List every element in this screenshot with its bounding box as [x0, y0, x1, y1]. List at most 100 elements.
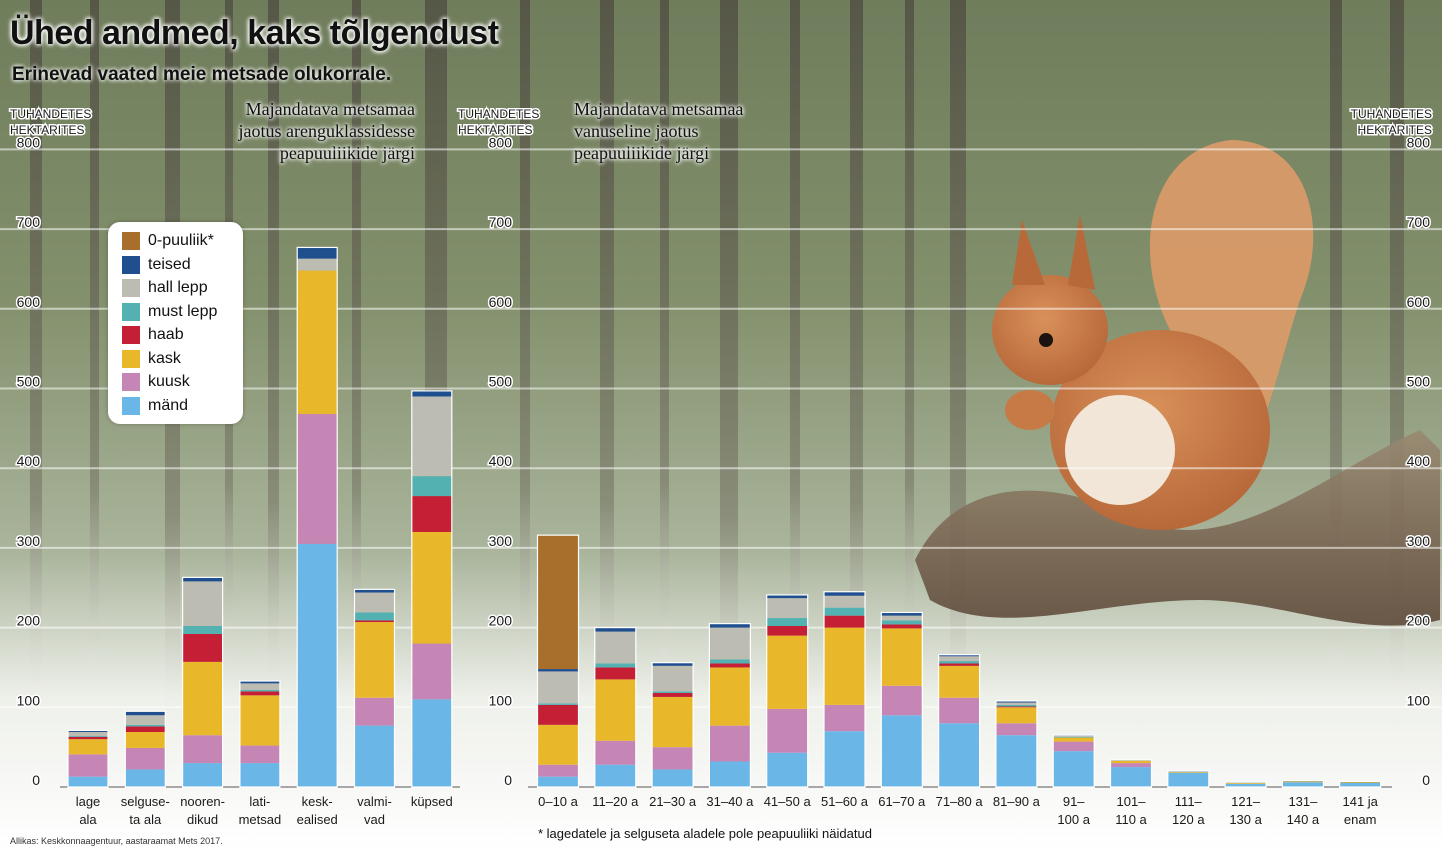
y-tick-label: 700	[1407, 214, 1431, 230]
bar-segment-mänd	[297, 543, 338, 787]
bar-segment-halllepp	[239, 683, 280, 690]
bar-segment-kask	[537, 724, 579, 765]
x-tick-label: enam	[1344, 812, 1377, 827]
bar-segment-mustlepp	[652, 691, 694, 693]
y-tick-label: 500	[17, 374, 41, 390]
bar-segment-kuusk	[411, 643, 452, 700]
bar-segment-kask	[1282, 781, 1324, 783]
y-tick-label: 0	[504, 772, 512, 788]
bar-outline	[708, 623, 752, 788]
bar-segment-kuusk	[125, 747, 166, 770]
bar-segment-mustlepp	[938, 661, 980, 664]
x-tick-label: dikud	[187, 812, 218, 827]
bar-segment-kask	[1225, 783, 1267, 784]
legend-item: kask	[122, 349, 181, 369]
x-tick-label: 51–60 a	[821, 794, 869, 809]
bar-segment-halllepp	[537, 671, 579, 704]
legend-swatch	[122, 302, 140, 321]
bar-segment-teised	[68, 730, 108, 733]
legend-label: mänd	[148, 396, 189, 414]
bar-segment-teised	[182, 577, 223, 582]
x-tick-label: 31–40 a	[706, 794, 754, 809]
y-tick-label: 0	[1422, 772, 1430, 788]
bar-segment-mustlepp	[881, 620, 923, 625]
bar-outline	[411, 390, 453, 788]
x-tick-label: 101–	[1117, 794, 1147, 809]
y-tick-label: 100	[489, 692, 513, 708]
x-tick-label: 61–70 a	[878, 794, 926, 809]
bar-segment-haab	[182, 633, 223, 662]
x-tick-label: metsad	[239, 812, 282, 827]
bar-segment-kask	[68, 739, 108, 755]
legend-swatch	[122, 396, 140, 415]
bar-segment-mänd	[354, 725, 395, 787]
page-subtitle: Erinevad vaated meie metsade olukorrale.	[12, 64, 392, 85]
bar-segment-halllepp	[995, 702, 1037, 705]
x-tick-label: 140 a	[1287, 812, 1320, 827]
x-tick-label: 11–20 a	[592, 794, 639, 809]
legend-item: hall lepp	[122, 278, 208, 298]
bar-segment-0puuliik	[537, 535, 579, 670]
y-tick-label: 300	[489, 533, 513, 549]
bar-segment-kuusk	[709, 725, 751, 762]
x-tick-label: 131–	[1288, 794, 1318, 809]
bar-segment-mustlepp	[766, 618, 808, 627]
x-tick-label: 91–	[1063, 794, 1085, 809]
bar-segment-mänd	[182, 763, 223, 787]
bar-outline	[1339, 780, 1382, 788]
source-credit: Allikas: Keskkonnaagentuur, aastaraamat …	[10, 836, 223, 846]
bar-segment-mänd	[1053, 751, 1095, 787]
legend-item: kuusk	[122, 372, 190, 392]
bar-segment-mänd	[1339, 783, 1381, 787]
y-tick-label: 100	[1407, 692, 1431, 708]
x-tick-label: vad	[364, 812, 385, 827]
x-tick-label: 110 a	[1115, 812, 1147, 827]
bar-segment-mustlepp	[1053, 736, 1095, 738]
bar-outline	[124, 710, 166, 788]
x-tick-label: ealised	[297, 812, 338, 827]
bar-segment-kask	[1110, 760, 1152, 764]
bar-segment-mustlepp	[537, 703, 579, 705]
bar-segment-halllepp	[824, 595, 865, 608]
bar-segment-halllepp	[766, 598, 808, 619]
x-tick-label: ta ala	[129, 812, 162, 827]
x-tick-label: ala	[79, 812, 97, 827]
bar-segment-haab	[652, 692, 694, 697]
bar-outline	[995, 700, 1038, 788]
x-tick-label: 100 a	[1057, 812, 1090, 827]
bar-outline	[1109, 759, 1153, 788]
bar-segment-mänd	[709, 761, 751, 787]
bar-segment-mustlepp	[125, 724, 166, 727]
x-tick-label: kesk-	[302, 794, 333, 809]
y-tick-label: 600	[17, 294, 41, 310]
bar-segment-kask	[1053, 737, 1095, 742]
bar-segment-haab	[824, 615, 865, 628]
bar-segment-halllepp	[297, 258, 338, 271]
legend-item: mänd	[122, 396, 188, 416]
bar-segment-mänd	[411, 699, 452, 787]
x-tick-label: 0–10 a	[538, 794, 579, 809]
bar-outline	[67, 729, 109, 788]
bar-segment-kuusk	[995, 723, 1037, 736]
bar-segment-mänd	[881, 715, 923, 787]
bar-segment-mänd	[239, 763, 280, 787]
bar-outline	[651, 662, 694, 788]
bar-segment-kask	[239, 695, 280, 746]
x-tick-label: nooren-	[180, 794, 225, 809]
chart-1-title: Majandatava metsamaa jaotus arenguklassi…	[238, 99, 415, 163]
y-tick-label: 400	[17, 453, 41, 469]
bar-segment-mustlepp	[411, 476, 452, 497]
bar-outline	[353, 588, 396, 788]
bar-segment-mustlepp	[182, 626, 223, 634]
footnote: * lagedatele ja selguseta aladele pole p…	[538, 826, 872, 841]
bar-segment-mänd	[594, 764, 636, 787]
y-tick-label: 800	[1407, 134, 1431, 150]
bar-segment-kask	[1167, 771, 1209, 773]
bar-segment-mänd	[1225, 783, 1267, 787]
bar-segment-mustlepp	[995, 704, 1037, 707]
bar-outline	[1281, 780, 1325, 788]
y-tick-label: 300	[17, 533, 41, 549]
bar-segment-halllepp	[68, 732, 108, 736]
bar-segment-haab	[239, 691, 280, 696]
